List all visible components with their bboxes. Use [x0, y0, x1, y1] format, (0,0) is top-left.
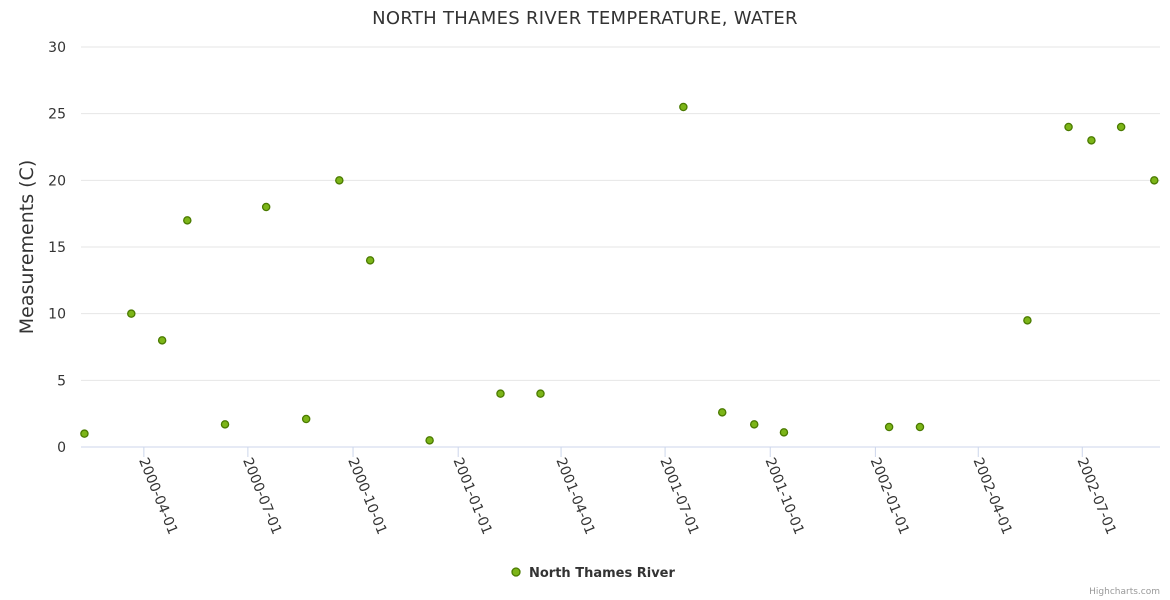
y-tick-label: 25: [48, 107, 66, 123]
y-axis-title: Measurements (C): [16, 160, 38, 334]
data-point[interactable]: [157, 336, 167, 345]
data-point[interactable]: [536, 389, 545, 398]
grid-layer: [81, 46, 1160, 381]
data-point[interactable]: [884, 422, 894, 432]
data-point[interactable]: [779, 428, 789, 437]
x-tick-label: 2001-04-01: [552, 456, 597, 537]
x-tick-label: 2001-10-01: [762, 456, 807, 537]
data-point[interactable]: [749, 420, 759, 429]
y-tick-label: 5: [57, 373, 66, 389]
y-tick-label: 30: [48, 40, 66, 56]
legend[interactable]: North Thames River: [511, 566, 675, 581]
data-point[interactable]: [183, 216, 192, 225]
data-point[interactable]: [220, 420, 230, 429]
data-point[interactable]: [496, 389, 505, 398]
x-tick-label: 2000-07-01: [239, 456, 284, 537]
data-point[interactable]: [127, 309, 136, 318]
x-axis: 2000-04-01 2000-07-01 2000-10-01 2001-01-01…: [81, 446, 1160, 537]
legend-marker: [511, 567, 521, 577]
data-point[interactable]: [365, 256, 375, 265]
x-tick-label: 2001-07-01: [656, 456, 701, 537]
x-tick-label: 2002-01-01: [867, 456, 912, 537]
data-point[interactable]: [1150, 176, 1159, 185]
data-point[interactable]: [717, 408, 727, 417]
y-tick-label: 20: [48, 173, 66, 189]
data-point[interactable]: [679, 102, 688, 112]
x-tick-label: 2000-04-01: [135, 456, 180, 537]
data-point[interactable]: [335, 176, 344, 185]
data-point[interactable]: [80, 429, 89, 438]
y-tick-label: 15: [48, 240, 66, 256]
data-point[interactable]: [301, 414, 311, 424]
data-point[interactable]: [915, 422, 925, 432]
credits-link[interactable]: Highcharts.com: [1089, 587, 1160, 597]
legend-item-label[interactable]: North Thames River: [529, 566, 675, 581]
data-point[interactable]: [1064, 122, 1073, 132]
series-points[interactable]: [80, 102, 1159, 445]
x-tick-label: 2002-04-01: [970, 456, 1015, 537]
x-tick-label: 2001-01-01: [449, 456, 494, 537]
x-tick-label: 2002-07-01: [1074, 456, 1119, 537]
y-tick-labels: 0 5 10 15 20 25 30: [48, 40, 66, 456]
y-tick-label: 0: [57, 440, 66, 456]
data-point[interactable]: [1023, 316, 1032, 325]
data-point[interactable]: [425, 436, 434, 445]
data-point[interactable]: [1116, 122, 1126, 132]
data-point[interactable]: [1087, 136, 1096, 145]
data-point[interactable]: [261, 202, 271, 212]
x-tick-label: 2000-10-01: [344, 456, 389, 537]
chart-title: NORTH THAMES RIVER TEMPERATURE, WATER: [372, 8, 798, 29]
y-tick-label: 10: [48, 307, 66, 323]
